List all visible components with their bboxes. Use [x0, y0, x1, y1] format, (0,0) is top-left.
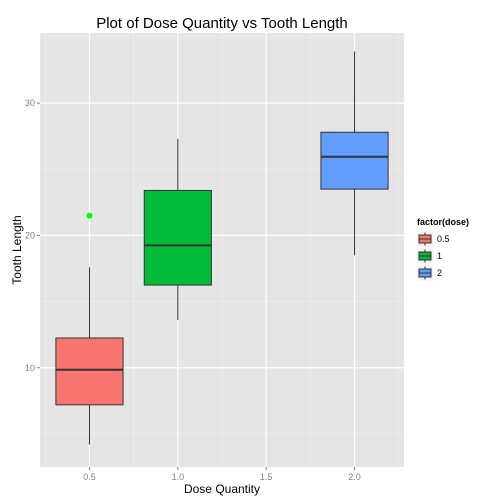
y-axis-ticks: 10 20 30	[25, 98, 40, 373]
boxplot-0.5	[55, 212, 124, 445]
y-tick-label: 10	[25, 363, 35, 373]
y-axis-title: Tooth Length	[10, 215, 24, 284]
x-tick-label: 2.0	[348, 472, 361, 482]
box	[55, 337, 124, 406]
legend-item-0.5: 0.5	[416, 230, 450, 248]
y-tick-label: 20	[25, 230, 35, 240]
box	[143, 189, 212, 286]
legend-title: factor(dose)	[417, 217, 469, 227]
x-tick-label: 1.5	[260, 472, 273, 482]
x-tick-label: 0.5	[83, 472, 96, 482]
legend-item-1: 1	[416, 247, 442, 265]
chart-title: Plot of Dose Quantity vs Tooth Length	[96, 15, 348, 32]
x-axis-title: Dose Quantity	[184, 482, 260, 496]
legend-label: 1	[437, 251, 442, 261]
box	[320, 131, 389, 190]
y-tick-label: 30	[25, 98, 35, 108]
x-tick-label: 1.0	[172, 472, 185, 482]
legend: factor(dose) 0.5 1 2	[416, 217, 469, 282]
legend-label: 2	[437, 268, 442, 278]
boxplots	[55, 51, 389, 445]
boxplot-2	[320, 51, 389, 256]
outlier-point	[86, 212, 93, 219]
x-axis-ticks: 0.5 1.0 1.5 2.0	[83, 467, 361, 482]
legend-label: 0.5	[437, 234, 450, 244]
legend-item-2: 2	[416, 264, 442, 282]
boxplot-1	[143, 138, 212, 321]
